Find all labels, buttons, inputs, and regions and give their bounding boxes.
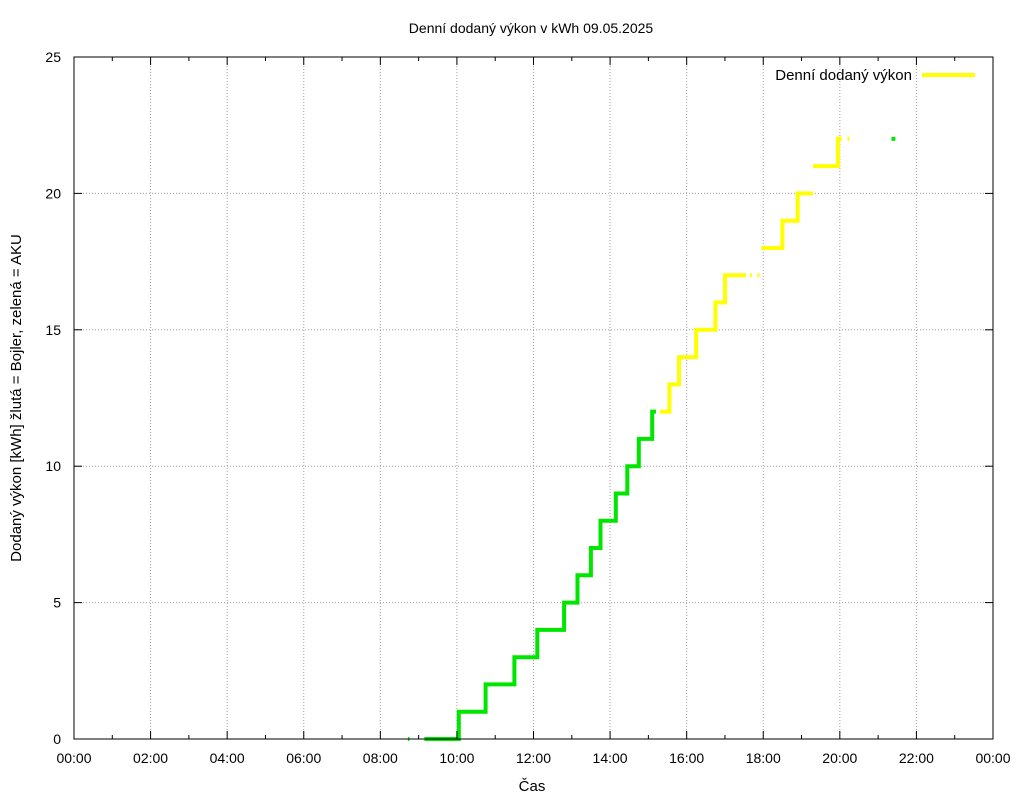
- x-tick-label: 00:00: [975, 750, 1010, 766]
- series-1: [659, 136, 850, 414]
- legend-entry-label: Denní dodaný výkon: [775, 67, 912, 84]
- x-tick-label: 02:00: [133, 750, 168, 766]
- x-tick-label: 14:00: [593, 750, 628, 766]
- chart-title: Denní dodaný výkon v kWh 09.05.2025: [409, 20, 654, 36]
- x-tick-label: 22:00: [899, 750, 934, 766]
- y-tick-label: 25: [45, 49, 61, 65]
- x-tick-label: 16:00: [669, 750, 704, 766]
- y-tick-label: 20: [45, 185, 61, 201]
- y-axis-label: Dodaný výkon [kWh] žlutá = Bojler, zelen…: [8, 234, 25, 562]
- x-tick-label: 10:00: [439, 750, 474, 766]
- grid: [74, 57, 993, 739]
- x-tick-label: 18:00: [746, 750, 781, 766]
- x-tick-label: 20:00: [822, 750, 857, 766]
- y-tick-label: 0: [53, 731, 61, 747]
- y-tick-labels: 0 5 10 15 20 25: [45, 49, 61, 747]
- x-axis-label: Čas: [519, 778, 546, 795]
- x-tick-labels: 00:00 02:00 04:00 06:00 08:00 10:00 12:00 14:00…: [56, 750, 1010, 766]
- y-tick-label: 15: [45, 322, 61, 338]
- series-1-segment: [659, 273, 746, 414]
- x-tick-label: 06:00: [286, 750, 321, 766]
- series-layer: [407, 136, 896, 741]
- ticks: [73, 56, 994, 740]
- y-tick-label: 10: [45, 458, 61, 474]
- y-tick-label: 5: [53, 595, 61, 611]
- legend: Denní dodaný výkon: [775, 67, 975, 84]
- series-1-segment: [813, 136, 842, 169]
- x-tick-label: 12:00: [516, 750, 551, 766]
- x-tick-label: 00:00: [56, 750, 91, 766]
- series-0-segment: [424, 409, 656, 741]
- series-1-segment: [761, 191, 813, 250]
- x-tick-label: 04:00: [210, 750, 245, 766]
- x-tick-label: 08:00: [363, 750, 398, 766]
